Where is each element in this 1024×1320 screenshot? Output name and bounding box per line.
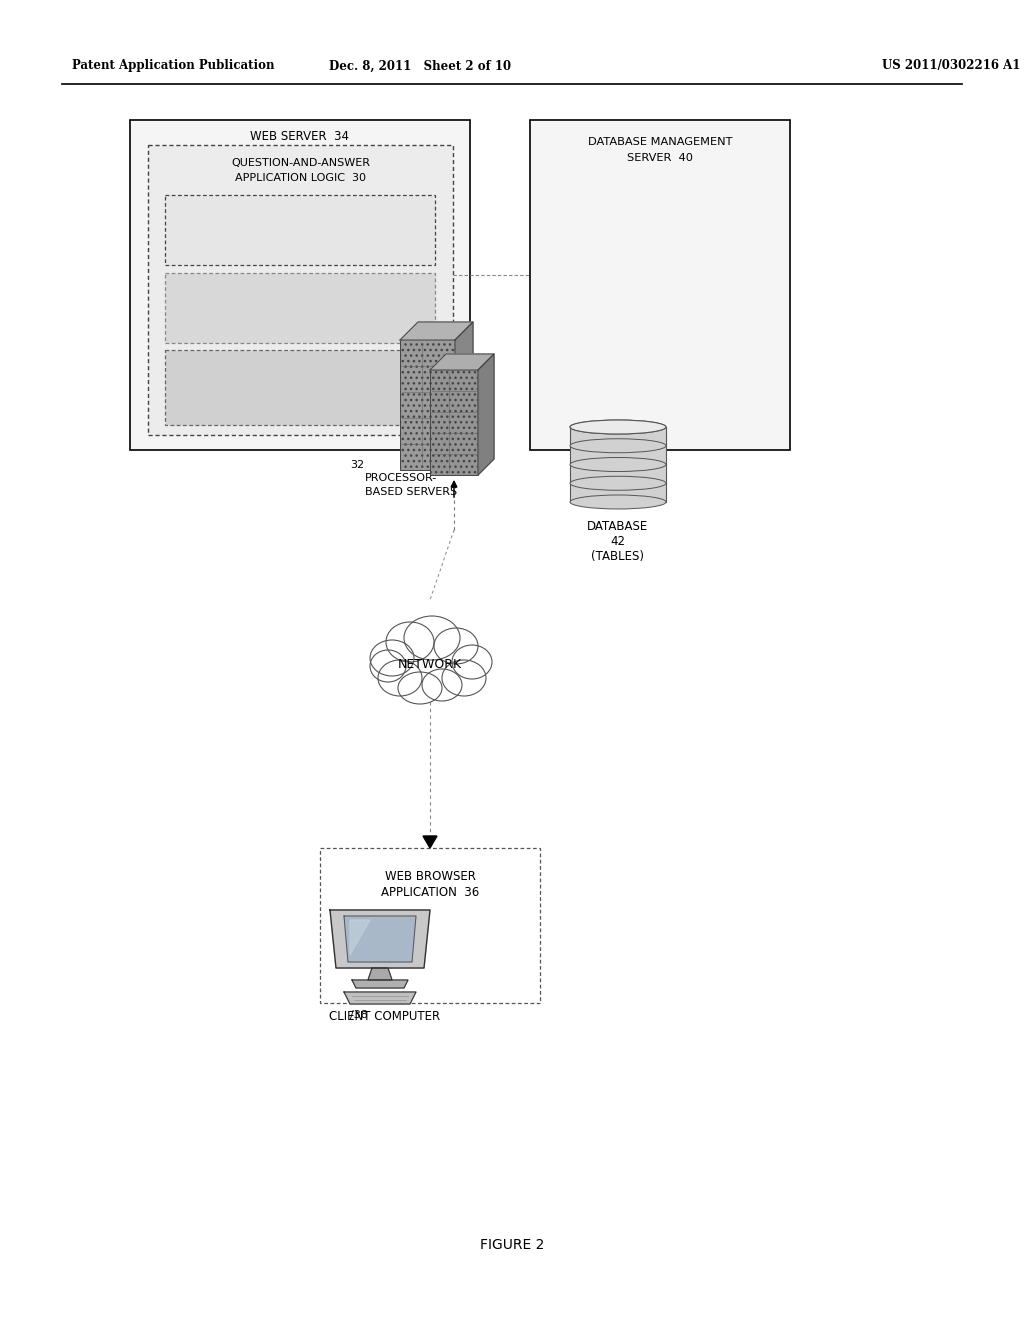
Ellipse shape xyxy=(404,616,460,660)
Ellipse shape xyxy=(570,420,666,434)
Text: QUESTION: QUESTION xyxy=(271,363,329,374)
Polygon shape xyxy=(368,968,392,979)
Ellipse shape xyxy=(390,638,470,686)
Polygon shape xyxy=(344,993,416,1005)
Text: PROCESSOR-: PROCESSOR- xyxy=(365,473,437,483)
Text: DATABASE MANAGEMENT: DATABASE MANAGEMENT xyxy=(588,137,732,147)
Ellipse shape xyxy=(570,495,666,510)
Polygon shape xyxy=(455,322,473,470)
Polygon shape xyxy=(400,322,473,341)
Text: SERVER  40: SERVER 40 xyxy=(627,153,693,162)
Polygon shape xyxy=(352,979,408,987)
Text: 32: 32 xyxy=(350,459,365,470)
Text: 42: 42 xyxy=(610,535,626,548)
Bar xyxy=(165,195,435,265)
Text: APPLICATION  36: APPLICATION 36 xyxy=(381,886,479,899)
Ellipse shape xyxy=(452,645,492,678)
Text: (UN)MERGE LOGIC: (UN)MERGE LOGIC xyxy=(249,379,351,389)
Bar xyxy=(319,847,540,1003)
Ellipse shape xyxy=(422,669,462,701)
Bar xyxy=(570,426,666,502)
Polygon shape xyxy=(344,916,416,962)
Ellipse shape xyxy=(570,477,666,490)
Polygon shape xyxy=(430,354,494,370)
Text: CLIENT COMPUTER: CLIENT COMPUTER xyxy=(330,1010,440,1023)
Bar xyxy=(130,120,470,450)
Polygon shape xyxy=(423,836,437,847)
Ellipse shape xyxy=(398,672,442,704)
Text: FIGURE 2: FIGURE 2 xyxy=(480,1238,544,1251)
Text: WEB SERVER  34: WEB SERVER 34 xyxy=(251,129,349,143)
Bar xyxy=(430,370,478,475)
Ellipse shape xyxy=(386,622,434,663)
Text: BASED SERVERS: BASED SERVERS xyxy=(365,487,457,498)
Text: CONTENT POSTING: CONTENT POSTING xyxy=(247,219,353,228)
Text: (TABLES): (TABLES) xyxy=(592,550,644,564)
Text: TOPIC (UN)MERGE: TOPIC (UN)MERGE xyxy=(249,296,351,306)
Bar xyxy=(400,341,455,470)
Ellipse shape xyxy=(570,458,666,471)
Text: QUESTION-AND-ANSWER: QUESTION-AND-ANSWER xyxy=(231,158,370,168)
Bar xyxy=(165,273,435,343)
Ellipse shape xyxy=(370,649,406,682)
Polygon shape xyxy=(330,909,430,968)
Text: US 2011/0302216 A1: US 2011/0302216 A1 xyxy=(882,59,1020,73)
Text: 48: 48 xyxy=(293,395,307,405)
Text: DATABASE: DATABASE xyxy=(588,520,648,533)
Polygon shape xyxy=(478,354,494,475)
Ellipse shape xyxy=(370,640,414,676)
Text: WEB BROWSER: WEB BROWSER xyxy=(385,870,475,883)
Bar xyxy=(165,350,435,425)
Text: LOGIC  46: LOGIC 46 xyxy=(272,312,328,321)
Text: NETWORK: NETWORK xyxy=(398,659,462,672)
Ellipse shape xyxy=(378,660,422,696)
Text: /38: /38 xyxy=(350,1010,368,1020)
Polygon shape xyxy=(350,920,370,954)
Ellipse shape xyxy=(570,438,666,453)
Ellipse shape xyxy=(442,660,486,696)
Ellipse shape xyxy=(434,628,478,664)
Text: Patent Application Publication: Patent Application Publication xyxy=(72,59,274,73)
Bar xyxy=(148,145,453,436)
Ellipse shape xyxy=(570,420,666,434)
Text: APPLICATION LOGIC  30: APPLICATION LOGIC 30 xyxy=(234,173,366,183)
Text: LOGIC  44: LOGIC 44 xyxy=(272,234,328,244)
Bar xyxy=(530,120,790,450)
Text: Dec. 8, 2011   Sheet 2 of 10: Dec. 8, 2011 Sheet 2 of 10 xyxy=(329,59,511,73)
